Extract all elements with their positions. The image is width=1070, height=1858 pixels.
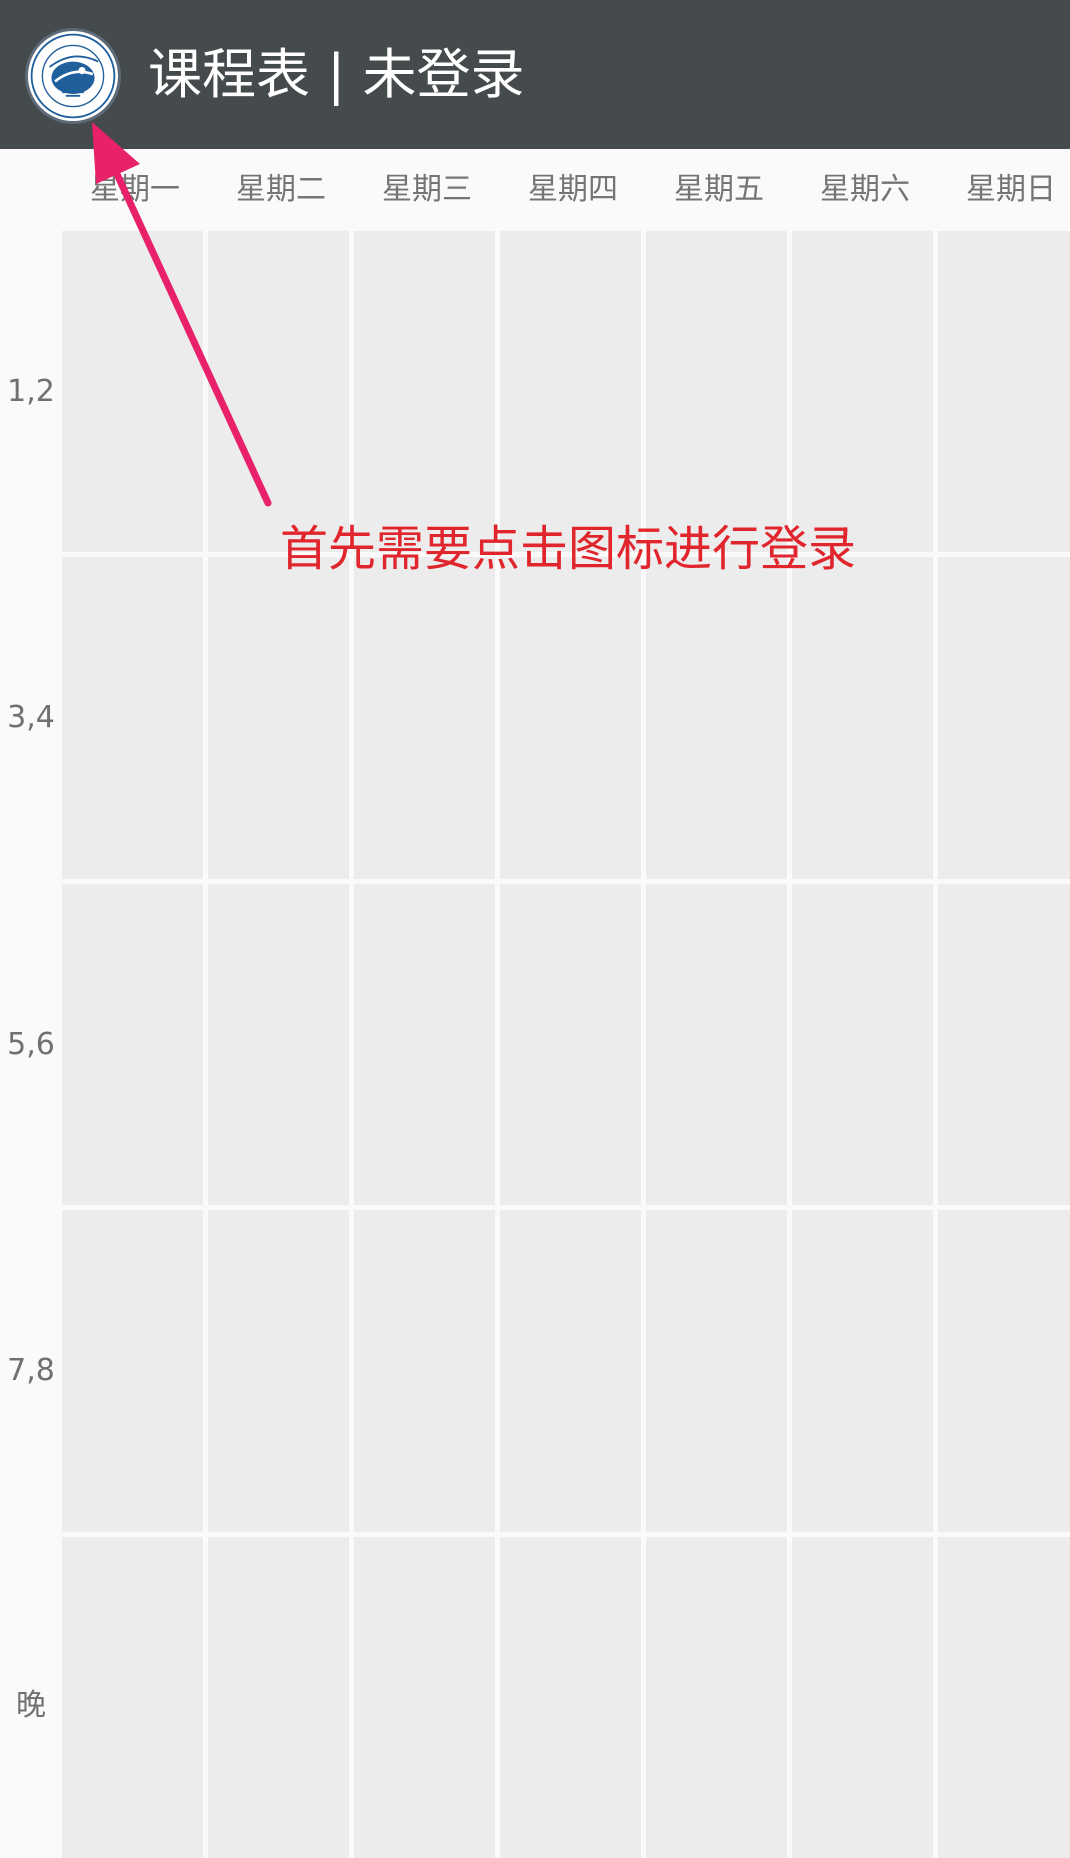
app-title: 课程表 | 未登录 — [148, 43, 525, 106]
app-bar: 课程表 | 未登录 — [0, 0, 1070, 149]
timetable-cell-wednesday-1-2[interactable] — [354, 231, 495, 553]
timetable-cell-friday-3-4[interactable] — [646, 557, 787, 879]
timetable-cell-sunday-evening[interactable] — [938, 1536, 1070, 1858]
timetable-cell-tuesday-1-2[interactable] — [208, 231, 349, 553]
timetable-cell-tuesday-3-4[interactable] — [208, 557, 349, 879]
timetable-cell-wednesday-7-8[interactable] — [354, 1210, 495, 1532]
timetable-cell-saturday-evening[interactable] — [792, 1536, 933, 1858]
timetable-cell-wednesday-5-6[interactable] — [354, 883, 495, 1206]
period-label-5-6: 5,6 — [7, 1027, 55, 1062]
period-label-evening: 晚 — [16, 1688, 46, 1723]
timetable-cell-friday-evening[interactable] — [646, 1536, 787, 1858]
timetable-cell-wednesday-3-4[interactable] — [354, 557, 495, 879]
timetable-cell-monday-3-4[interactable] — [62, 557, 203, 879]
day-label-saturday: 星期六 — [820, 172, 910, 207]
timetable-cell-saturday-1-2[interactable] — [792, 231, 933, 553]
timetable-cell-wednesday-evening[interactable] — [354, 1536, 495, 1858]
day-label-monday: 星期一 — [90, 172, 180, 207]
timetable-cell-saturday-3-4[interactable] — [792, 557, 933, 879]
day-label-wednesday: 星期三 — [382, 172, 472, 207]
timetable-cell-saturday-7-8[interactable] — [792, 1210, 933, 1532]
timetable-cell-saturday-5-6[interactable] — [792, 883, 933, 1206]
timetable-cell-tuesday-5-6[interactable] — [208, 883, 349, 1206]
timetable-cell-monday-7-8[interactable] — [62, 1210, 203, 1532]
timetable-cell-thursday-5-6[interactable] — [500, 883, 641, 1206]
timetable-cell-thursday-1-2[interactable] — [500, 231, 641, 553]
timetable-cell-monday-evening[interactable] — [62, 1536, 203, 1858]
timetable-cell-thursday-3-4[interactable] — [500, 557, 641, 879]
timetable-cell-sunday-7-8[interactable] — [938, 1210, 1070, 1532]
weekday-header: 星期一 星期二 星期三 星期四 星期五 星期六 星期日 — [62, 149, 1070, 231]
period-label-7-8: 7,8 — [7, 1353, 55, 1388]
timetable-cell-monday-1-2[interactable] — [62, 231, 203, 553]
timetable-cell-sunday-5-6[interactable] — [938, 883, 1070, 1206]
timetable-grid — [62, 231, 1070, 1858]
timetable-cell-thursday-evening[interactable] — [500, 1536, 641, 1858]
timetable-cell-tuesday-evening[interactable] — [208, 1536, 349, 1858]
day-label-sunday: 星期日 — [966, 172, 1056, 207]
timetable-cell-friday-7-8[interactable] — [646, 1210, 787, 1532]
timetable-cell-friday-1-2[interactable] — [646, 231, 787, 553]
timetable-cell-sunday-3-4[interactable] — [938, 557, 1070, 879]
university-logo-icon-graphic — [30, 33, 116, 119]
day-label-thursday: 星期四 — [528, 172, 618, 207]
period-label-3-4: 3,4 — [7, 700, 55, 735]
timetable-cell-monday-5-6[interactable] — [62, 883, 203, 1206]
timetable-cell-tuesday-7-8[interactable] — [208, 1210, 349, 1532]
period-label-1-2: 1,2 — [7, 374, 55, 409]
login-hint-annotation: 首先需要点击图标进行登录 — [280, 521, 857, 577]
university-logo-icon[interactable] — [25, 28, 121, 124]
timetable-cell-sunday-1-2[interactable] — [938, 231, 1070, 553]
timetable-cell-thursday-7-8[interactable] — [500, 1210, 641, 1532]
day-label-friday: 星期五 — [674, 172, 764, 207]
day-label-tuesday: 星期二 — [236, 172, 326, 207]
timetable-cell-friday-5-6[interactable] — [646, 883, 787, 1206]
